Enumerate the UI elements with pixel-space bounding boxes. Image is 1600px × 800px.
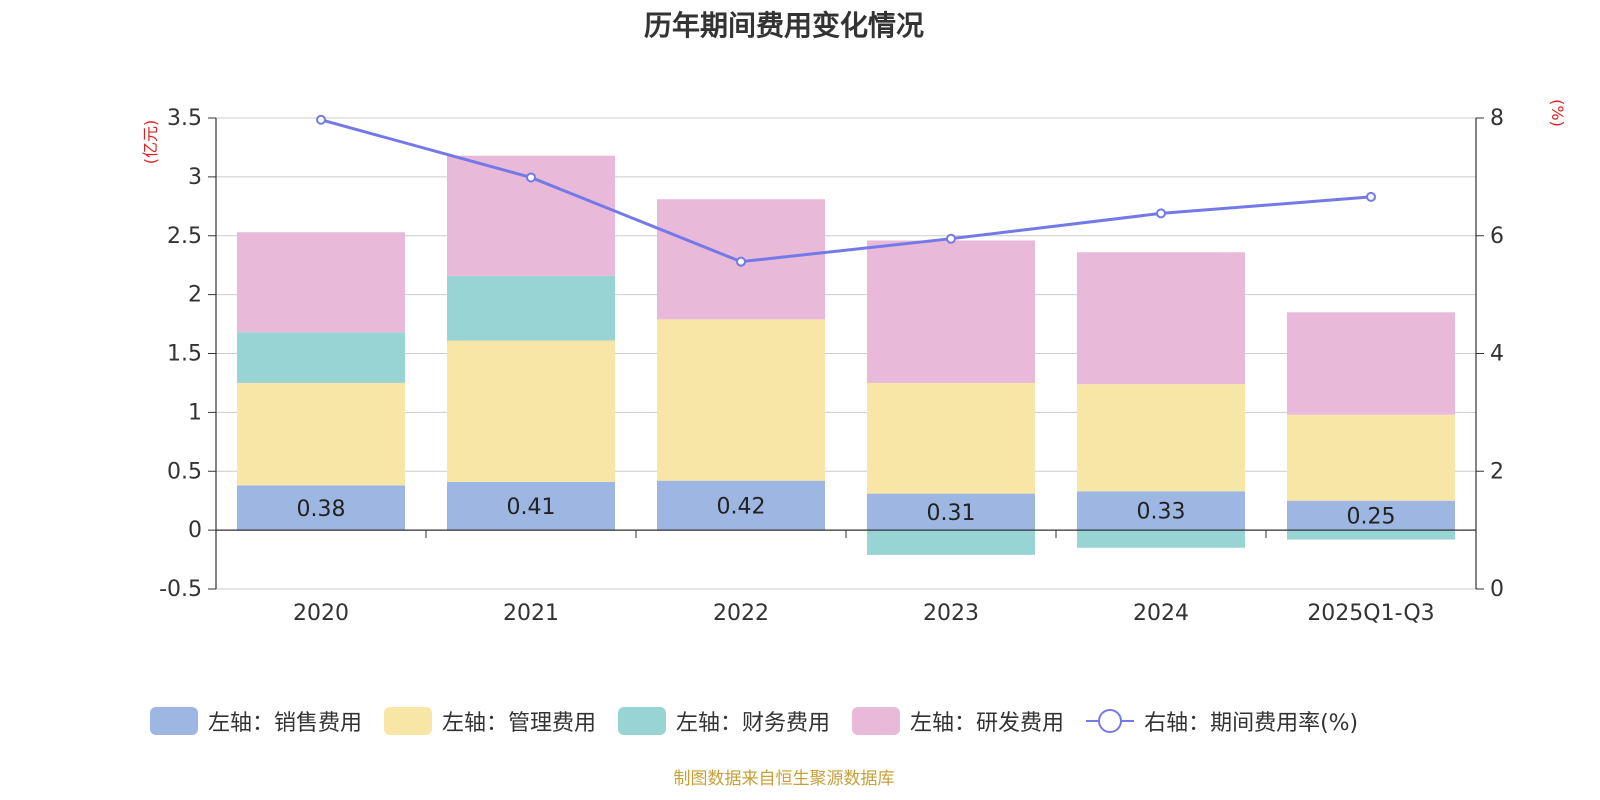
right-axis-tick-label: 0 bbox=[1490, 577, 1504, 602]
left-axis-tick-label: 1 bbox=[188, 400, 202, 425]
x-axis-tick-label: 2020 bbox=[293, 601, 349, 626]
bar-segment-series1-1 bbox=[447, 340, 615, 482]
bar-segment-series0-4 bbox=[1077, 491, 1245, 531]
legend-item-rd[interactable]: 左轴：研发费用 bbox=[852, 705, 1064, 737]
expense-rate-line bbox=[320, 118, 1372, 264]
bar-data-label: 0.42 bbox=[717, 494, 766, 519]
left-axis-tick-label: 0 bbox=[188, 518, 202, 543]
bar-segment-series0-5 bbox=[1287, 500, 1455, 531]
legend-label-finance: 左轴：财务费用 bbox=[676, 711, 831, 736]
legend-item-expense-rate[interactable]: 右轴：期间费用率(%) bbox=[1086, 705, 1358, 737]
expense-rate-point bbox=[1366, 191, 1376, 202]
bar-segment-series3-0 bbox=[237, 232, 405, 333]
legend-item-admin[interactable]: 左轴：管理费用 bbox=[384, 705, 596, 737]
left-axis-tick-label: 0.5 bbox=[167, 459, 202, 484]
x-axis-tick-label: 2025Q1-Q3 bbox=[1307, 601, 1434, 626]
bar-data-label: 0.25 bbox=[1347, 504, 1396, 529]
legend-swatch-sales bbox=[150, 707, 198, 735]
bar-segment-series2-0 bbox=[237, 332, 405, 383]
legend-label-sales: 左轴：销售费用 bbox=[208, 711, 363, 736]
right-axis-tick-label: 6 bbox=[1490, 224, 1504, 249]
bar-segment-series0-2 bbox=[657, 480, 825, 531]
bar-segment-series1-2 bbox=[657, 319, 825, 481]
bar-segment-series3-4 bbox=[1077, 252, 1245, 385]
bar-segment-series0-3 bbox=[867, 493, 1035, 531]
bar-segment-series1-0 bbox=[237, 382, 405, 486]
legend-swatch-rd bbox=[852, 707, 901, 735]
legend-item-sales[interactable]: 左轴：销售费用 bbox=[150, 705, 362, 737]
left-axis-tick-label: 2.5 bbox=[167, 224, 202, 249]
bar-segment-series1-4 bbox=[1077, 384, 1245, 492]
bar-segment-series0-0 bbox=[237, 485, 405, 531]
x-axis-tick-label: 2024 bbox=[1133, 601, 1189, 626]
bar-data-label: 0.33 bbox=[1137, 500, 1186, 525]
expense-rate-point bbox=[946, 233, 956, 244]
bar-segment-series0-1 bbox=[447, 481, 615, 531]
x-axis-tick-label: 2021 bbox=[503, 601, 559, 626]
bar-data-label: 0.38 bbox=[297, 497, 346, 522]
bar-segment-series2-4 bbox=[1077, 530, 1245, 548]
right-axis-tick-label: 2 bbox=[1490, 459, 1504, 484]
x-axis-tick-label: 2022 bbox=[713, 601, 769, 626]
bar-segment-series3-3 bbox=[867, 240, 1035, 383]
bar-segment-series1-5 bbox=[1287, 414, 1455, 501]
left-axis-tick-label: -0.5 bbox=[159, 577, 202, 602]
right-axis-tick-label: 4 bbox=[1490, 342, 1504, 367]
expense-rate-point bbox=[526, 172, 536, 183]
left-axis-tick-label: 2 bbox=[188, 283, 202, 308]
legend-item-finance[interactable]: 左轴：财务费用 bbox=[618, 705, 830, 737]
right-axis-tick-label: 8 bbox=[1490, 106, 1504, 131]
bar-segment-series2-5 bbox=[1287, 530, 1455, 540]
left-axis-tick-label: 3.5 bbox=[167, 106, 202, 131]
legend-swatch-admin bbox=[384, 707, 433, 735]
left-axis-unit-label: (亿元) bbox=[141, 120, 160, 165]
legend-label-expense-rate: 右轴：期间费用率(%) bbox=[1144, 711, 1359, 736]
bar-segment-series2-1 bbox=[447, 275, 615, 341]
expense-rate-point bbox=[1156, 208, 1166, 219]
legend-label-admin: 左轴：管理费用 bbox=[442, 711, 597, 736]
bar-segment-series2-3 bbox=[867, 530, 1035, 555]
right-axis-unit-label: (%) bbox=[1548, 99, 1567, 127]
expense-rate-point bbox=[316, 114, 326, 125]
source-note: 制图数据来自恒生聚源数据库 bbox=[673, 769, 895, 789]
x-axis-tick-label: 2023 bbox=[923, 601, 979, 626]
left-axis-tick-label: 3 bbox=[188, 165, 202, 190]
legend-swatch-finance bbox=[618, 707, 667, 735]
left-axis-tick-label: 1.5 bbox=[167, 342, 202, 367]
bar-data-label: 0.31 bbox=[927, 501, 976, 526]
expense-rate-point bbox=[736, 256, 746, 267]
chart-title: 历年期间费用变化情况 bbox=[643, 9, 924, 42]
bar-segment-series3-5 bbox=[1287, 312, 1455, 415]
legend-label-rd: 左轴：研发费用 bbox=[910, 711, 1065, 736]
bar-data-label: 0.41 bbox=[507, 495, 556, 520]
chart-canvas: -0.5 0 0.5 1 1.5 2 2.5 3 3.5 0 2 4 6 8 (亿元) (%) 0.38 0.41… bbox=[141, 99, 1567, 626]
legend-line-marker-icon bbox=[1086, 707, 1135, 735]
legend: 左轴：销售费用 左轴：管理费用 左轴：财务费用 左轴：研发费用 右轴：期间费用率… bbox=[150, 704, 1380, 738]
bar-segment-series1-3 bbox=[867, 382, 1035, 494]
